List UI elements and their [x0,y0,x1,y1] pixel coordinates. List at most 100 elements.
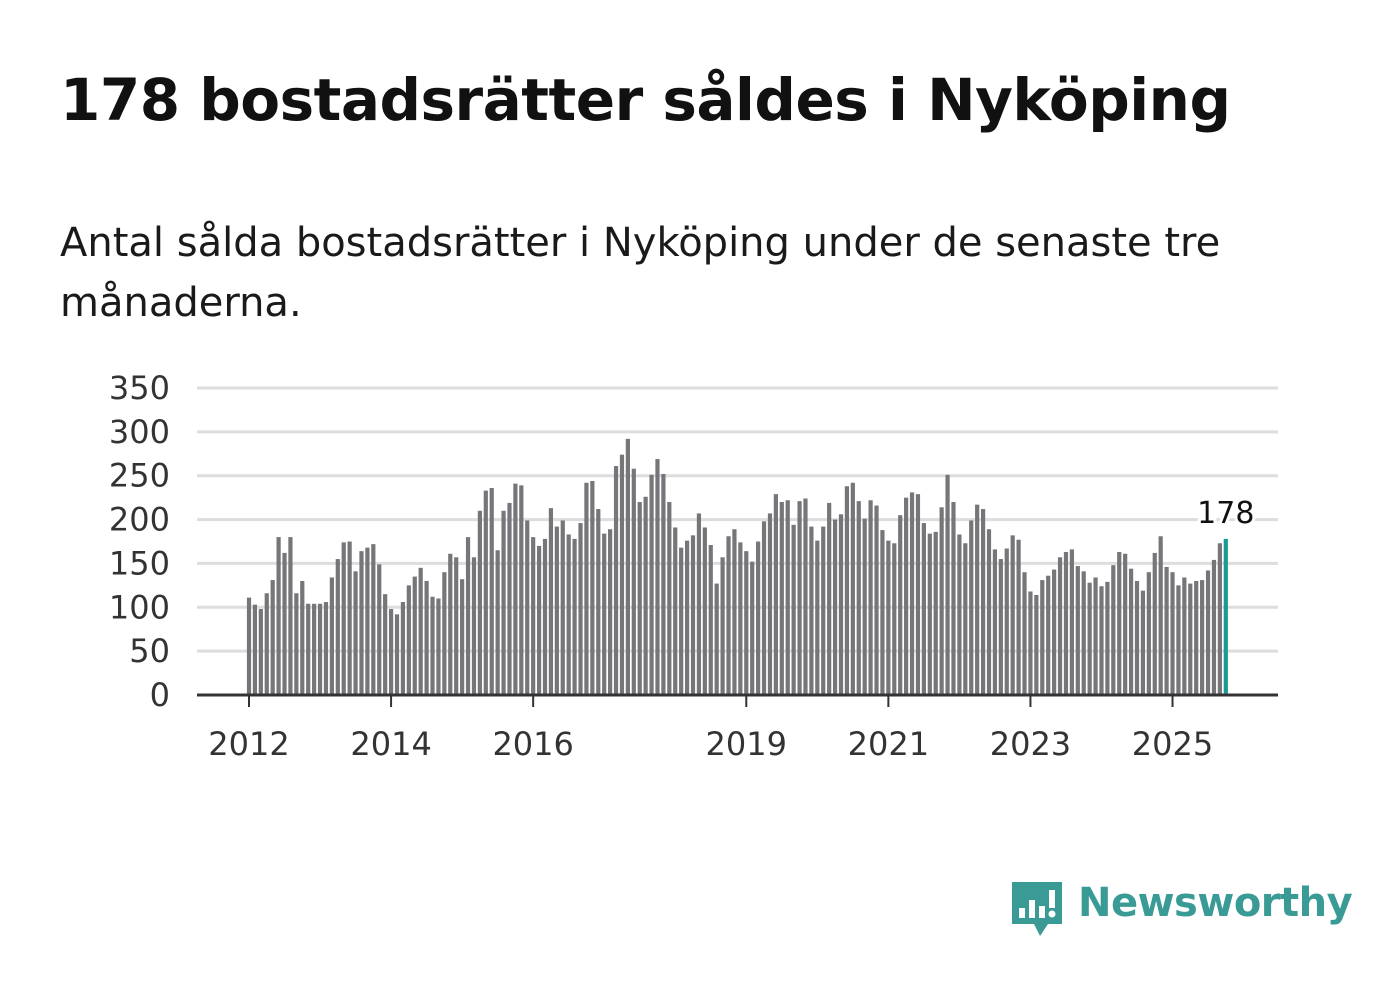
bar [1028,591,1033,695]
bar [1200,580,1205,695]
bar [335,559,340,695]
bar [353,571,358,695]
bar [803,498,808,695]
bar [548,508,554,695]
y-tick-label: 300 [109,413,170,451]
bar [1182,577,1187,695]
chart-subtitle: Antal sålda bostadsrätter i Nyköping und… [60,220,1221,326]
bar [246,597,252,695]
bar [690,535,696,695]
bar [945,474,950,695]
bar [294,593,299,695]
bar [756,541,761,695]
bar [969,520,974,695]
bar [933,531,938,695]
bar [436,598,441,695]
bar [454,557,459,695]
x-tick-label: 2021 [848,725,929,763]
bar [1046,575,1051,695]
bar [471,557,477,695]
bar [1004,548,1009,695]
bar [1146,572,1151,695]
bar [554,526,559,695]
gridlines [197,386,1278,653]
bar [282,552,287,695]
bar [1128,568,1134,695]
bar [531,537,536,695]
bar [773,494,778,695]
bar [613,466,619,695]
bar [501,510,506,695]
bar [1152,552,1157,695]
bar [986,529,992,695]
bar [815,540,820,695]
bar [909,492,915,695]
bar [377,564,382,695]
bar [596,509,601,695]
bar [821,526,826,695]
bar [874,505,879,695]
bar [406,585,411,695]
bar [998,559,1003,695]
bar [744,551,749,695]
bar [631,468,636,695]
bar [383,594,388,695]
bar [465,537,471,695]
bar [388,609,394,695]
x-axis-labels: 2012 2014 2016 2019 2021 2023 2025 [208,725,1213,763]
bar [400,602,406,695]
bar [726,536,731,695]
bar [489,487,494,695]
bar [720,557,725,695]
bar [963,543,968,695]
bar [921,523,926,695]
bar [643,496,648,695]
bar [1217,543,1222,695]
bar [495,550,500,695]
bar-highlight [1223,538,1228,695]
bar [602,533,607,695]
bar [1123,553,1128,695]
bar [1040,580,1045,695]
bar [1164,566,1169,695]
bar [868,500,873,695]
bar [1134,580,1140,695]
newsworthy-brand-name: Newsworthy [1078,880,1353,926]
bar [424,580,429,695]
bar [477,510,482,695]
bar [732,529,737,695]
bar [980,509,986,695]
x-tick-label: 2023 [990,725,1071,763]
bar [412,576,417,695]
bar [572,538,577,695]
bar [448,553,453,695]
bar [750,561,755,695]
bar [880,530,885,695]
bar [560,520,565,695]
bar [862,518,867,695]
bar [661,473,666,695]
bar [1211,559,1217,695]
bar [329,577,334,695]
bar [738,542,743,695]
bar [1194,580,1199,695]
bar [323,602,329,695]
bar [785,500,790,695]
bar [1063,552,1069,695]
bar [915,494,921,695]
bar [1176,585,1181,695]
bar [1069,549,1074,695]
bar [513,483,518,695]
y-tick-label: 350 [109,369,170,407]
bar [619,454,625,695]
bar [317,603,323,695]
bar [371,544,376,695]
bar [1010,535,1015,695]
bar [696,513,702,695]
bar [507,502,512,695]
bar [904,497,909,695]
bar [838,514,844,695]
x-tick-label: 2025 [1132,725,1213,763]
bar [832,519,838,695]
x-axis-ticks [248,695,1174,707]
